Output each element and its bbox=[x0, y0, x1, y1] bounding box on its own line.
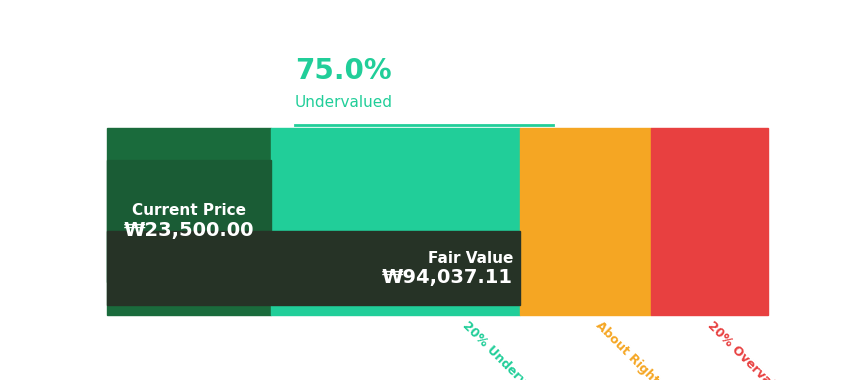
Bar bbox=[106, 160, 270, 282]
Text: 20% Undervalued: 20% Undervalued bbox=[460, 319, 556, 380]
Text: ₩94,037.11: ₩94,037.11 bbox=[382, 268, 513, 287]
Bar bbox=[519, 128, 650, 315]
Bar bbox=[106, 231, 519, 306]
Text: 75.0%: 75.0% bbox=[295, 57, 391, 85]
Bar bbox=[650, 128, 767, 315]
Text: Undervalued: Undervalued bbox=[295, 95, 393, 110]
Bar bbox=[106, 128, 270, 315]
Bar bbox=[270, 128, 519, 315]
Text: ₩23,500.00: ₩23,500.00 bbox=[124, 221, 254, 240]
Text: 20% Overvalued: 20% Overvalued bbox=[704, 319, 794, 380]
Text: About Right: About Right bbox=[592, 319, 660, 380]
Text: Current Price: Current Price bbox=[131, 203, 245, 217]
Text: Fair Value: Fair Value bbox=[428, 250, 513, 266]
